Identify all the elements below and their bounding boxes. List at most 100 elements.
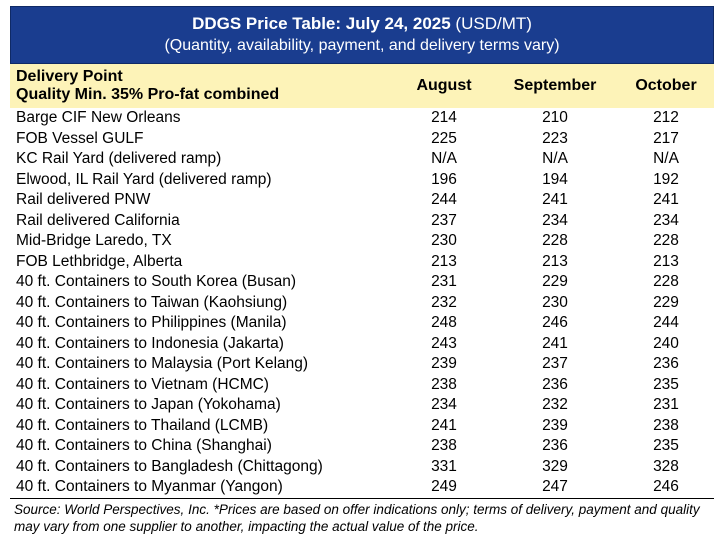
table-row: 40 ft. Containers to Philippines (Manila… bbox=[10, 313, 714, 334]
row-delivery-point: KC Rail Yard (delivered ramp) bbox=[16, 150, 222, 167]
table-row: Barge CIF New Orleans 214 210 212 bbox=[10, 108, 714, 129]
footnote-note: *Prices are based on offer indications o… bbox=[14, 501, 700, 534]
row-price-october: 213 bbox=[653, 252, 679, 270]
row-price-september: 236 bbox=[542, 375, 568, 393]
row-price-august: 249 bbox=[396, 477, 492, 499]
row-price-october: 235 bbox=[653, 375, 679, 393]
row-price-october: 246 bbox=[618, 477, 714, 499]
row-price-september: 237 bbox=[542, 355, 568, 372]
row-price-august: 248 bbox=[431, 314, 457, 331]
price-table-container: DDGS Price Table: July 24, 2025 (USD/MT)… bbox=[10, 6, 714, 535]
row-price-august: 196 bbox=[431, 170, 457, 188]
footnote: Source: World Perspectives, Inc. *Prices… bbox=[10, 501, 714, 535]
row-price-october: N/A bbox=[653, 150, 679, 167]
table-row: 40 ft. Containers to Malaysia (Port Kela… bbox=[10, 354, 714, 375]
row-price-august: 234 bbox=[431, 396, 457, 413]
row-delivery-point: 40 ft. Containers to Bangladesh (Chittag… bbox=[16, 457, 323, 475]
row-price-september: 194 bbox=[542, 170, 568, 188]
row-price-october: 231 bbox=[653, 396, 679, 413]
row-delivery-point: FOB Vessel GULF bbox=[16, 129, 144, 147]
row-price-august: 231 bbox=[431, 273, 457, 290]
row-price-august: 238 bbox=[431, 437, 457, 454]
row-delivery-point: Elwood, IL Rail Yard (delivered ramp) bbox=[16, 170, 272, 188]
row-price-october: 234 bbox=[653, 211, 679, 229]
header-september: September bbox=[513, 77, 597, 94]
row-price-october: 240 bbox=[653, 334, 679, 352]
row-delivery-point: 40 ft. Containers to South Korea (Busan) bbox=[16, 273, 297, 290]
row-price-october: 244 bbox=[653, 314, 679, 331]
row-price-august: 230 bbox=[431, 232, 457, 249]
row-price-october: 241 bbox=[653, 191, 679, 208]
row-price-september: 241 bbox=[542, 191, 568, 208]
table-row: 40 ft. Containers to Myanmar (Yangon) 249… bbox=[10, 477, 714, 499]
table-units: (USD/MT) bbox=[455, 14, 532, 33]
table-row: Rail delivered PNW 244 241 241 bbox=[10, 190, 714, 211]
price-table: Delivery Point Quality Min. 35% Pro-fat … bbox=[10, 64, 714, 499]
row-price-september: 210 bbox=[542, 109, 568, 126]
table-body: Barge CIF New Orleans 214 210 212 FOB Vessel… bbox=[10, 108, 714, 499]
header-october: October bbox=[635, 77, 697, 94]
row-price-september: 234 bbox=[542, 211, 568, 229]
table-row: FOB Vessel GULF 225 223 217 bbox=[10, 129, 714, 150]
table-row: KC Rail Yard (delivered ramp) N/A N/A N/A bbox=[10, 149, 714, 170]
row-price-august: 213 bbox=[431, 252, 457, 270]
row-price-september: 229 bbox=[542, 273, 568, 290]
title-line: DDGS Price Table: July 24, 2025 (USD/MT) bbox=[11, 13, 713, 35]
row-price-october: 228 bbox=[653, 232, 679, 249]
table-row: 40 ft. Containers to China (Shanghai) 238… bbox=[10, 436, 714, 457]
row-price-september: 241 bbox=[542, 334, 568, 352]
table-row: Elwood, IL Rail Yard (delivered ramp) 196… bbox=[10, 170, 714, 191]
table-title: DDGS Price Table: July 24, 2025 bbox=[192, 14, 451, 33]
row-price-august: 243 bbox=[431, 334, 457, 352]
row-price-august: 331 bbox=[431, 457, 457, 475]
header-delivery-label: Delivery Point bbox=[16, 68, 123, 85]
row-price-september: 230 bbox=[542, 293, 568, 311]
row-delivery-point: 40 ft. Containers to Malaysia (Port Kela… bbox=[16, 355, 309, 372]
row-delivery-point: 40 ft. Containers to Myanmar (Yangon) bbox=[10, 477, 396, 499]
row-delivery-point: Mid-Bridge Laredo, TX bbox=[16, 232, 172, 249]
row-price-october: 228 bbox=[653, 273, 679, 290]
table-row: Rail delivered California 237 234 234 bbox=[10, 211, 714, 232]
row-price-september: 246 bbox=[542, 314, 568, 331]
row-price-september: 236 bbox=[542, 437, 568, 454]
row-price-october: 229 bbox=[653, 293, 679, 311]
row-delivery-point: Barge CIF New Orleans bbox=[16, 109, 181, 126]
row-price-august: 232 bbox=[431, 293, 457, 311]
header-delivery-point: Delivery Point Quality Min. 35% Pro-fat … bbox=[10, 64, 396, 108]
table-row: 40 ft. Containers to Vietnam (HCMC) 238 23… bbox=[10, 375, 714, 396]
row-price-september: 239 bbox=[542, 416, 568, 434]
table-row: 40 ft. Containers to South Korea (Busan)… bbox=[10, 272, 714, 293]
footnote-source: Source: World Perspectives, Inc. bbox=[14, 501, 210, 517]
table-row: 40 ft. Containers to Taiwan (Kaohsiung) 2… bbox=[10, 293, 714, 314]
table-subtitle: (Quantity, availability, payment, and de… bbox=[164, 37, 560, 54]
row-delivery-point: 40 ft. Containers to Vietnam (HCMC) bbox=[16, 375, 269, 393]
row-price-october: 235 bbox=[653, 437, 679, 454]
row-delivery-point: 40 ft. Containers to Thailand (LCMB) bbox=[16, 416, 269, 434]
row-delivery-point: 40 ft. Containers to Taiwan (Kaohsiung) bbox=[16, 293, 288, 311]
row-price-september: 329 bbox=[542, 457, 568, 475]
row-price-august: 214 bbox=[431, 109, 457, 126]
row-price-september: N/A bbox=[542, 150, 568, 167]
row-price-august: 239 bbox=[431, 355, 457, 372]
table-row: 40 ft. Containers to Indonesia (Jakarta)… bbox=[10, 334, 714, 355]
row-price-august: N/A bbox=[431, 150, 457, 167]
row-delivery-point: FOB Lethbridge, Alberta bbox=[16, 252, 183, 270]
row-price-october: 217 bbox=[653, 129, 679, 147]
row-price-september: 228 bbox=[542, 232, 568, 249]
table-row: Mid-Bridge Laredo, TX 230 228 228 bbox=[10, 231, 714, 252]
row-price-october: 212 bbox=[653, 109, 679, 126]
table-header-row: Delivery Point Quality Min. 35% Pro-fat … bbox=[10, 64, 714, 108]
row-delivery-point: 40 ft. Containers to Japan (Yokohama) bbox=[16, 396, 281, 413]
table-row: 40 ft. Containers to Thailand (LCMB) 241 2… bbox=[10, 416, 714, 437]
row-delivery-point: 40 ft. Containers to Philippines (Manila… bbox=[16, 314, 287, 331]
row-price-october: 236 bbox=[653, 355, 679, 372]
row-price-october: 328 bbox=[653, 457, 679, 475]
row-delivery-point: Rail delivered PNW bbox=[16, 191, 151, 208]
row-price-august: 238 bbox=[431, 375, 457, 393]
table-title-banner: DDGS Price Table: July 24, 2025 (USD/MT)… bbox=[10, 6, 714, 64]
row-price-august: 244 bbox=[431, 191, 457, 208]
row-price-august: 237 bbox=[431, 211, 457, 229]
table-row: FOB Lethbridge, Alberta 213 213 213 bbox=[10, 252, 714, 273]
row-delivery-point: Rail delivered California bbox=[16, 211, 180, 229]
header-quality-label: Quality Min. 35% Pro-fat combined bbox=[16, 86, 280, 103]
